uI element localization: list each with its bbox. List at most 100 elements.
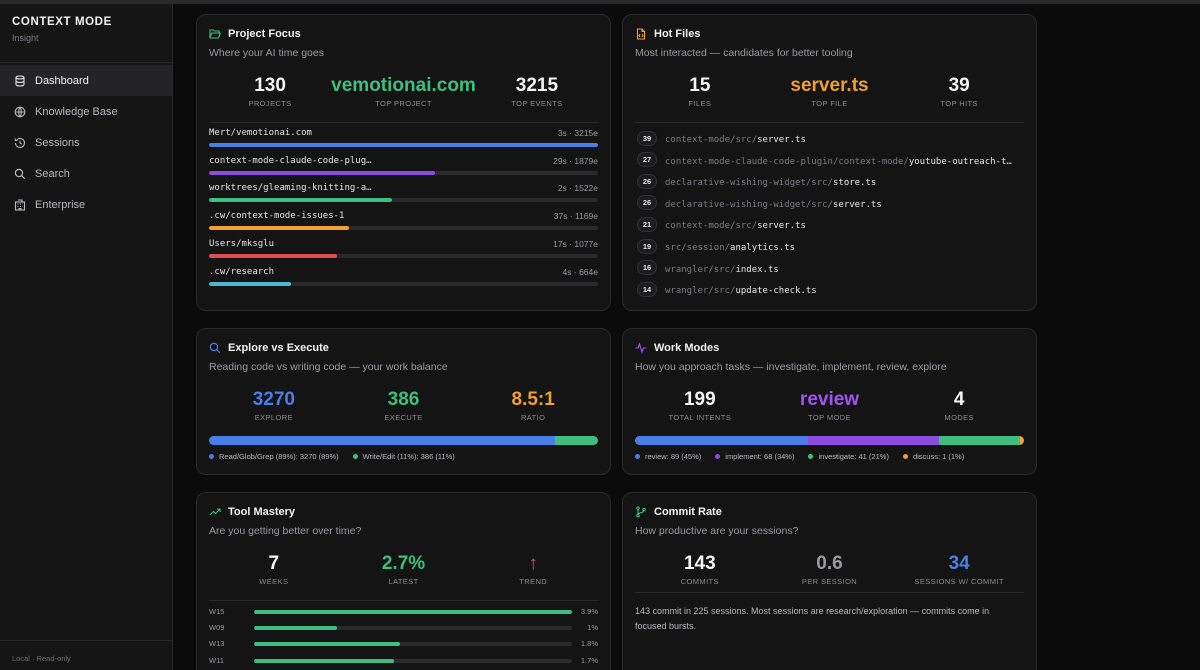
stat-value: 0.6 (816, 553, 843, 574)
divider (635, 122, 1024, 123)
week-label: W13 (209, 639, 225, 649)
sidebar-item-sessions[interactable]: Sessions (0, 127, 172, 158)
file-path: declarative-wishing-widget/src/store.ts (665, 172, 876, 190)
sidebar-item-enterprise[interactable]: Enterprise (0, 189, 172, 220)
divider (635, 592, 1024, 593)
project-meta: 3s · 3215e (557, 128, 598, 138)
project-bar-fill (209, 253, 338, 258)
card-title: Commit Rate (654, 506, 722, 518)
file-row[interactable]: 39 context-mode/src/server.ts (637, 129, 1024, 147)
stat-value: 4 (953, 389, 965, 410)
project-row[interactable]: worktrees/gleaming-knitting-a… 2s · 1522e (209, 183, 598, 209)
sidebar-item-search[interactable]: Search (0, 158, 172, 189)
project-bar-track (209, 198, 598, 203)
stat-sessions-with-commit: 34 SESSIONS W/ COMMIT (894, 553, 1024, 593)
file-hit-count: 14 (637, 281, 657, 297)
legend-item: Write/Edit (11%): 386 (11%) (352, 452, 455, 461)
legend: Read/Glob/Grep (89%): 3270 (89%) Write/Ed… (209, 452, 598, 461)
card-subtitle: How you approach tasks — investigate, im… (635, 361, 947, 373)
file-row[interactable]: 21 context-mode/src/server.ts (637, 215, 1024, 233)
stat-label: TOP PROJECT (375, 99, 432, 108)
file-hit-count: 26 (637, 195, 657, 211)
legend: review: 89 (45%) implement: 68 (34%) inves… (635, 452, 1024, 461)
week-bar-track (254, 610, 572, 614)
stat-label: EXECUTE (384, 413, 423, 422)
stat-value: 8.5:1 (511, 389, 555, 410)
stat-label: TOP EVENTS (511, 99, 563, 108)
file-row[interactable]: 19 src/session/analytics.ts (637, 237, 1024, 255)
history-icon (14, 137, 26, 149)
sidebar-nav: Dashboard Knowledge Base Sessions Search… (0, 63, 172, 220)
legend-dot (808, 454, 814, 459)
card-header: Hot Files (635, 28, 700, 40)
file-path: context-mode-claude-code-plugin/context-… (665, 151, 1012, 169)
project-row[interactable]: .cw/research 4s · 664e (209, 267, 598, 293)
file-row[interactable]: 16 wrangler/src/index.ts (637, 259, 1024, 277)
stat-per-session: 0.6 PER SESSION (765, 553, 895, 593)
bar-segment (209, 436, 556, 445)
legend-item: implement: 68 (34%) (715, 452, 794, 461)
stat-label: TOP MODE (808, 413, 851, 422)
card-title: Explore vs Execute (228, 342, 329, 354)
card-header: Explore vs Execute (209, 342, 329, 354)
project-bar-track (209, 143, 598, 147)
stat-value: 39 (948, 75, 970, 96)
legend-dot (352, 454, 358, 459)
file-row[interactable]: 27 context-mode-claude-code-plugin/contex… (637, 151, 1024, 169)
project-row[interactable]: .cw/context-mode-issues-1 37s · 1169e (209, 211, 598, 237)
sidebar-item-label: Search (35, 167, 70, 180)
divider (209, 600, 598, 601)
week-bar-fill (254, 642, 401, 647)
file-name: index.ts (735, 264, 779, 275)
stat-value: 2.7% (381, 553, 426, 574)
file-dir: wrangler/src/ (665, 286, 736, 297)
file-row[interactable]: 26 declarative-wishing-widget/src/server.… (637, 194, 1024, 212)
week-bar-fill (254, 658, 394, 663)
file-name: server.ts (832, 199, 882, 210)
legend-label: discuss: 1 (1%) (912, 452, 965, 461)
project-bar-track (209, 226, 598, 231)
stat-latest: 2.7% LATEST (339, 553, 469, 593)
week-bar-fill (254, 626, 337, 631)
bar-segment (1020, 436, 1024, 445)
card-header: Work Modes (635, 342, 719, 354)
window-top-edge (0, 0, 1200, 4)
project-row[interactable]: Mert/vemotionai.com 3s · 3215e (209, 128, 598, 154)
stat-top-project: vemotionai.com TOP PROJECT (331, 75, 476, 115)
project-bar-track (209, 253, 598, 258)
stat-label: TREND (519, 577, 548, 586)
project-bar-fill (209, 281, 291, 286)
file-name: youtube-outreach-t… (908, 156, 1012, 167)
trend-up-arrow-icon: ↑ (528, 553, 538, 574)
sidebar-item-knowledge-base[interactable]: Knowledge Base (0, 96, 172, 127)
hot-files-card: Hot Files Most interacted — candidates f… (622, 14, 1037, 311)
file-row[interactable]: 26 declarative-wishing-widget/src/store.t… (637, 172, 1024, 190)
stat-modes: 4 MODES (894, 389, 1024, 429)
sidebar-item-label: Knowledge Base (35, 105, 118, 118)
legend-item: investigate: 41 (21%) (808, 452, 889, 461)
stat-value: server.ts (790, 75, 869, 96)
project-row[interactable]: context-mode-claude-code-plug… 29s · 1879… (209, 156, 598, 182)
stat-commits: 143 COMMITS (635, 553, 765, 593)
legend-label: Read/Glob/Grep (89%): 3270 (89%) (219, 452, 339, 461)
week-value: 1% (587, 623, 598, 633)
stat-label: RATIO (520, 413, 546, 422)
stat-label: FILES (688, 99, 712, 108)
project-name: context-mode-claude-code-plug… (209, 155, 372, 166)
file-row[interactable]: 14 wrangler/src/update-check.ts (637, 280, 1024, 298)
project-bar-fill (209, 143, 598, 147)
stat-label: EXPLORE (254, 413, 293, 422)
stat-ratio: 8.5:1 RATIO (468, 389, 598, 429)
file-path: src/session/analytics.ts (665, 237, 795, 255)
sidebar-item-dashboard[interactable]: Dashboard (0, 65, 172, 96)
stat-value: 130 (254, 75, 286, 96)
project-meta: 2s · 1522e (557, 183, 598, 194)
card-subtitle: Reading code vs writing code — your work… (209, 361, 448, 373)
project-name: worktrees/gleaming-knitting-a… (209, 183, 372, 194)
stat-value: 386 (387, 389, 420, 410)
file-path: wrangler/src/update-check.ts (665, 280, 817, 298)
card-subtitle: Where your AI time goes (209, 47, 324, 59)
stat-label: TOP HITS (940, 99, 978, 108)
project-row[interactable]: Users/mksglu 17s · 1077e (209, 239, 598, 265)
legend-dot (209, 454, 214, 459)
